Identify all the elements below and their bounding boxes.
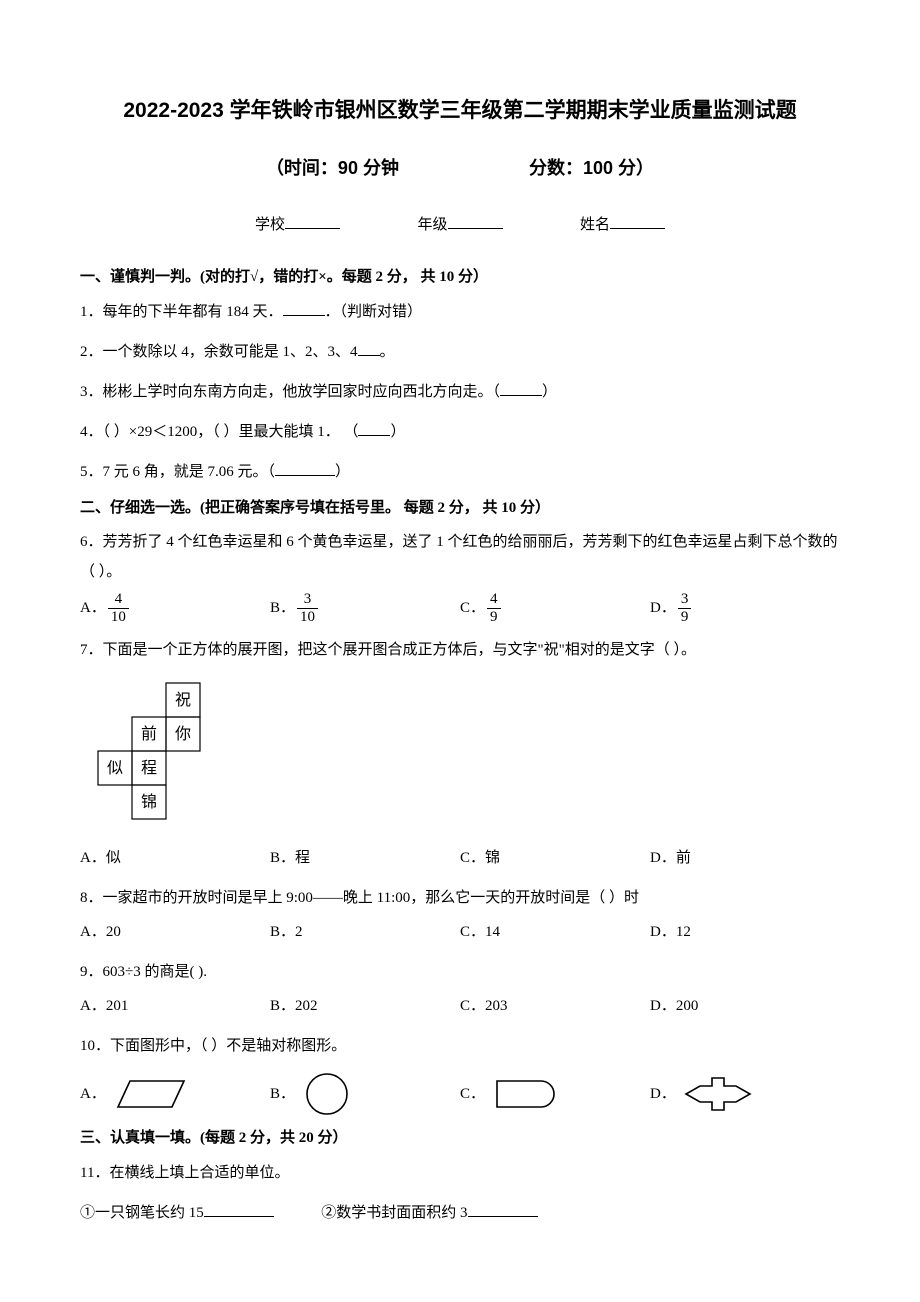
question-10: 10．下面图形中，（ ）不是轴对称图形。 A． B． C． D． [80,1031,840,1117]
net-char-2: 前 [141,725,157,743]
exam-title: 2022-2023 学年铁岭市银州区数学三年级第二学期期末学业质量监测试题 [80,95,840,127]
q3-text-b: ） [542,384,557,400]
q7-opt-a[interactable]: A．似 [80,843,270,873]
q6-num: 6． [80,534,103,550]
circle-icon [301,1071,353,1117]
q11-sub1: ①一只钢笔长约 15 [80,1205,204,1221]
q1-blank[interactable] [283,301,325,316]
q5-blank[interactable] [275,461,335,476]
exam-subtitle: （时间：90 分钟 分数：100 分） [80,155,840,182]
q6-opt-d[interactable]: D．39 [650,591,840,625]
q10-opt-d[interactable]: D． [650,1072,840,1116]
q11-sub1-blank[interactable] [204,1202,274,1217]
q8-options: A．20 B．2 C．14 D．12 [80,917,840,947]
q10-opt-a[interactable]: A． [80,1073,270,1115]
q7-opt-c[interactable]: C．锦 [460,843,650,873]
net-char-5: 程 [141,759,157,777]
section2-header: 二、仔细选一选。(把正确答案序号填在括号里。 每题 2 分， 共 10 分） [80,497,840,520]
q7-text: 下面是一个正方体的展开图，把这个展开图合成正方体后，与文字"祝"相对的是文字（ … [103,642,697,658]
q7-opt-d[interactable]: D．前 [650,843,840,873]
q11-text: 在横线上填上合适的单位。 [109,1165,289,1181]
q10-text: 下面图形中，（ ）不是轴对称图形。 [110,1038,346,1054]
question-11: 11．在横线上填上合适的单位。 [80,1158,840,1188]
q3-blank[interactable] [500,381,542,396]
q6-text: 芳芳折了 4 个红色幸运星和 6 个黄色幸运星，送了 1 个红色的给丽丽后，芳芳… [80,534,838,580]
q9-options: A．201 B．202 C．203 D．200 [80,991,840,1021]
q5-num: 5． [80,464,103,480]
q7-options: A．似 B．程 C．锦 D．前 [80,843,840,873]
q9-text: 603÷3 的商是( ). [103,964,207,980]
q8-opt-a[interactable]: A．20 [80,917,270,947]
question-9: 9．603÷3 的商是( ). A．201 B．202 C．203 D．200 [80,957,840,1021]
net-char-6: 锦 [141,793,157,811]
q6-options: A．410 B．310 C．49 D．39 [80,591,840,625]
q9-opt-b[interactable]: B．202 [270,991,460,1021]
q4-num: 4． [80,424,103,440]
question-11-subs: ①一只钢笔长约 15 ②数学书封面面积约 3 [80,1198,840,1228]
double-arrow-icon [682,1072,754,1116]
q4-blank[interactable] [358,421,390,436]
question-1: 1．每年的下半年都有 184 天． ．（判断对错） [80,297,840,327]
q2-text-a: 一个数除以 4，余数可能是 1、2、3、4 [103,344,358,360]
q6-opt-c[interactable]: C．49 [460,591,650,625]
grade-label: 年级 [417,214,447,237]
q2-text-b: 。 [380,344,395,360]
name-label: 姓名 [580,214,610,237]
section1-header: 一、谨慎判一判。(对的打√，错的打×。每题 2 分， 共 10 分） [80,266,840,289]
q10-options: A． B． C． D． [80,1071,840,1117]
question-4: 4．（ ）×29＜1200，（ ）里最大能填 1． （ ） [80,417,840,447]
q5-text-b: ） [335,464,350,480]
q11-num: 11． [80,1165,109,1181]
q6-opt-a[interactable]: A．410 [80,591,270,625]
q9-num: 9． [80,964,103,980]
question-8: 8．一家超市的开放时间是早上 9:00——晚上 11:00，那么它一天的开放时间… [80,883,840,947]
q10-num: 10． [80,1038,110,1054]
school-blank[interactable] [285,214,340,229]
question-7: 7．下面是一个正方体的展开图，把这个展开图合成正方体后，与文字"祝"相对的是文字… [80,635,840,873]
q7-num: 7． [80,642,103,658]
q2-num: 2． [80,344,103,360]
net-char-3: 你 [175,725,191,743]
section3-header: 三、认真填一填。(每题 2 分，共 20 分） [80,1127,840,1150]
q6-opt-b[interactable]: B．310 [270,591,460,625]
half-stadium-icon [491,1073,569,1115]
subtitle-time: （时间：90 分钟 [266,158,399,178]
q8-num: 8． [80,890,103,906]
q8-text: 一家超市的开放时间是早上 9:00——晚上 11:00，那么它一天的开放时间是（… [103,890,640,906]
q4-text-a: （ ）×29＜1200，（ ）里最大能填 1． （ [103,424,359,440]
net-char-4: 似 [107,760,123,777]
parallelogram-icon [112,1073,190,1115]
q1-num: 1． [80,304,103,320]
q8-opt-b[interactable]: B．2 [270,917,460,947]
net-char-1: 祝 [175,691,191,709]
q3-text-a: 彬彬上学时向东南方向走，他放学回家时应向西北方向走。（ [103,384,501,400]
q5-text-a: 7 元 6 角，就是 7.06 元。（ [103,464,276,480]
q9-opt-d[interactable]: D．200 [650,991,840,1021]
question-5: 5．7 元 6 角，就是 7.06 元。（ ） [80,457,840,487]
q9-opt-c[interactable]: C．203 [460,991,650,1021]
question-2: 2．一个数除以 4，余数可能是 1、2、3、4 。 [80,337,840,367]
q1-text-b: ．（判断对错） [325,304,423,320]
grade-blank[interactable] [448,214,503,229]
question-3: 3．彬彬上学时向东南方向走，他放学回家时应向西北方向走。（ ） [80,377,840,407]
q11-sub2-blank[interactable] [468,1202,538,1217]
student-info-line: 学校 年级 姓名 [80,214,840,237]
q9-opt-a[interactable]: A．201 [80,991,270,1021]
name-blank[interactable] [610,214,665,229]
q11-sub2: ②数学书封面面积约 3 [321,1205,467,1221]
q3-num: 3． [80,384,103,400]
q4-text-b: ） [390,424,405,440]
q8-opt-c[interactable]: C．14 [460,917,650,947]
subtitle-score: 分数：100 分） [529,158,654,178]
question-6: 6．芳芳折了 4 个红色幸运星和 6 个黄色幸运星，送了 1 个红色的给丽丽后，… [80,527,840,625]
school-label: 学校 [255,214,285,237]
q10-opt-b[interactable]: B． [270,1071,460,1117]
q10-opt-c[interactable]: C． [460,1073,650,1115]
q2-blank[interactable] [358,341,380,356]
q7-opt-b[interactable]: B．程 [270,843,460,873]
q1-text-a: 每年的下半年都有 184 天． [103,304,283,320]
q8-opt-d[interactable]: D．12 [650,917,840,947]
cube-net-diagram: 祝 前 你 似 程 锦 [80,677,840,829]
